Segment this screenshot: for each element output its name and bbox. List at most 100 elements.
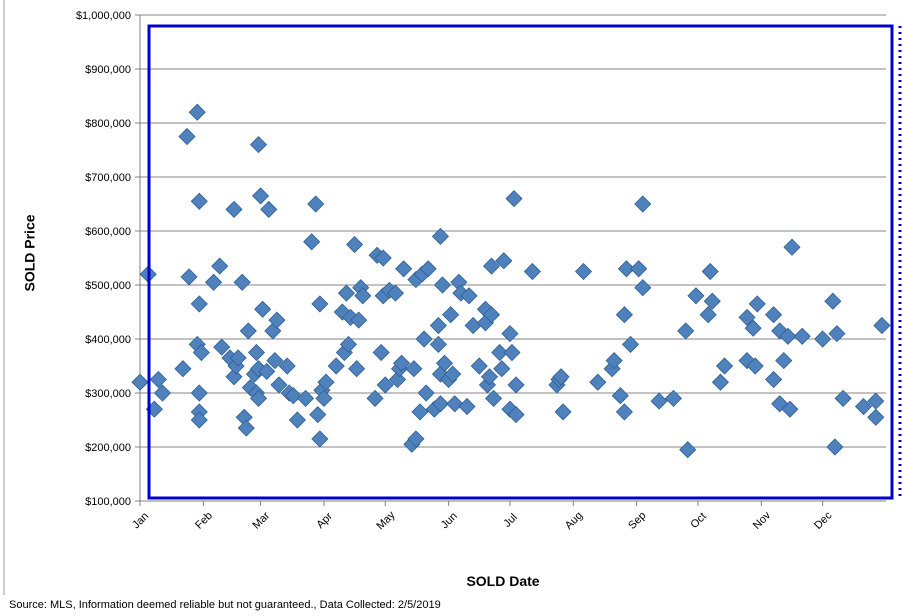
y-tick-label: $200,000 [85, 442, 131, 454]
data-point [348, 360, 366, 378]
data-point [765, 306, 783, 324]
data-point [431, 227, 450, 245]
data-point [495, 252, 513, 270]
data-point [781, 400, 799, 418]
data-point [699, 306, 717, 324]
data-point [249, 136, 268, 154]
data-point [190, 192, 208, 210]
data-point [237, 419, 255, 437]
data-point [630, 260, 648, 278]
data-point [407, 430, 425, 448]
data-point [180, 268, 198, 286]
data-point [339, 335, 358, 353]
x-tick-label: May [374, 509, 398, 533]
y-tick-label: $1,000,000 [76, 10, 131, 22]
data-point [687, 287, 705, 305]
data-point [442, 306, 460, 324]
data-point [783, 238, 801, 256]
source-note: Source: MLS, Information deemed reliable… [9, 599, 441, 611]
y-tick-label: $400,000 [85, 334, 131, 346]
y-tick-label: $500,000 [85, 280, 131, 292]
data-point [333, 303, 351, 321]
data-point [677, 322, 695, 340]
data-point [771, 395, 789, 413]
data-point [435, 354, 454, 372]
x-tick-label: Oct [688, 510, 709, 531]
x-tick-label: Feb [193, 510, 215, 532]
data-point [317, 373, 335, 391]
data-point [411, 403, 429, 421]
data-point [458, 397, 476, 416]
data-point [826, 438, 844, 456]
data-point [493, 360, 511, 378]
data-point [748, 295, 766, 313]
data-point [266, 352, 284, 370]
data-point [429, 316, 447, 335]
data-point [149, 370, 167, 389]
highlight-box [147, 24, 894, 500]
data-point [779, 327, 797, 345]
data-point [309, 406, 327, 424]
data-point [554, 403, 572, 421]
data-point [701, 262, 719, 281]
x-tick-label: Mar [250, 510, 272, 532]
data-point [611, 387, 629, 405]
data-point [303, 233, 321, 251]
data-point [828, 325, 846, 343]
data-point [393, 354, 411, 372]
data-point [703, 292, 721, 310]
data-point [738, 308, 756, 326]
data-point [405, 360, 423, 378]
x-tick-label: Dec [812, 509, 835, 532]
data-point [190, 384, 208, 402]
data-point [507, 376, 525, 394]
data-point [350, 311, 368, 329]
x-tick-label: Jan [130, 510, 151, 531]
data-point [744, 319, 762, 337]
y-tick-label: $100,000 [85, 496, 131, 508]
data-point [505, 190, 523, 208]
data-point [715, 357, 734, 375]
data-point [178, 127, 196, 146]
data-point [192, 343, 210, 362]
data-point [501, 325, 519, 343]
y-tick-label: $600,000 [85, 226, 131, 238]
data-point [814, 330, 832, 348]
data-point [395, 260, 413, 278]
y-tick-label: $700,000 [85, 172, 131, 184]
data-point [174, 360, 192, 378]
x-tick-label: Sep [626, 510, 648, 532]
data-point [711, 373, 730, 391]
data-point [431, 395, 450, 413]
x-tick-label: Nov [751, 509, 774, 532]
data-point [621, 335, 640, 353]
data-point [482, 306, 501, 324]
data-point [284, 387, 302, 405]
data-point [589, 373, 607, 391]
data-point [429, 335, 447, 353]
data-point [431, 365, 450, 383]
data-point [470, 357, 488, 375]
data-point [252, 187, 270, 205]
data-point [229, 349, 247, 367]
data-point [376, 376, 394, 394]
data-point [278, 357, 296, 375]
data-point [388, 370, 407, 389]
data-point [617, 260, 635, 278]
data-point [188, 103, 206, 121]
data-point [268, 311, 286, 329]
data-point [205, 273, 223, 291]
data-point [771, 322, 789, 340]
data-point [307, 195, 325, 213]
data-point [417, 384, 435, 402]
data-point [131, 373, 149, 391]
data-point [337, 284, 355, 302]
x-tick-label: Apr [314, 510, 335, 531]
data-point [552, 368, 570, 386]
data-point [213, 338, 231, 356]
data-points [131, 103, 891, 459]
data-point [346, 235, 364, 254]
x-axis-title: SOLD Date [466, 573, 539, 589]
data-point [225, 200, 243, 218]
data-point [679, 441, 697, 459]
